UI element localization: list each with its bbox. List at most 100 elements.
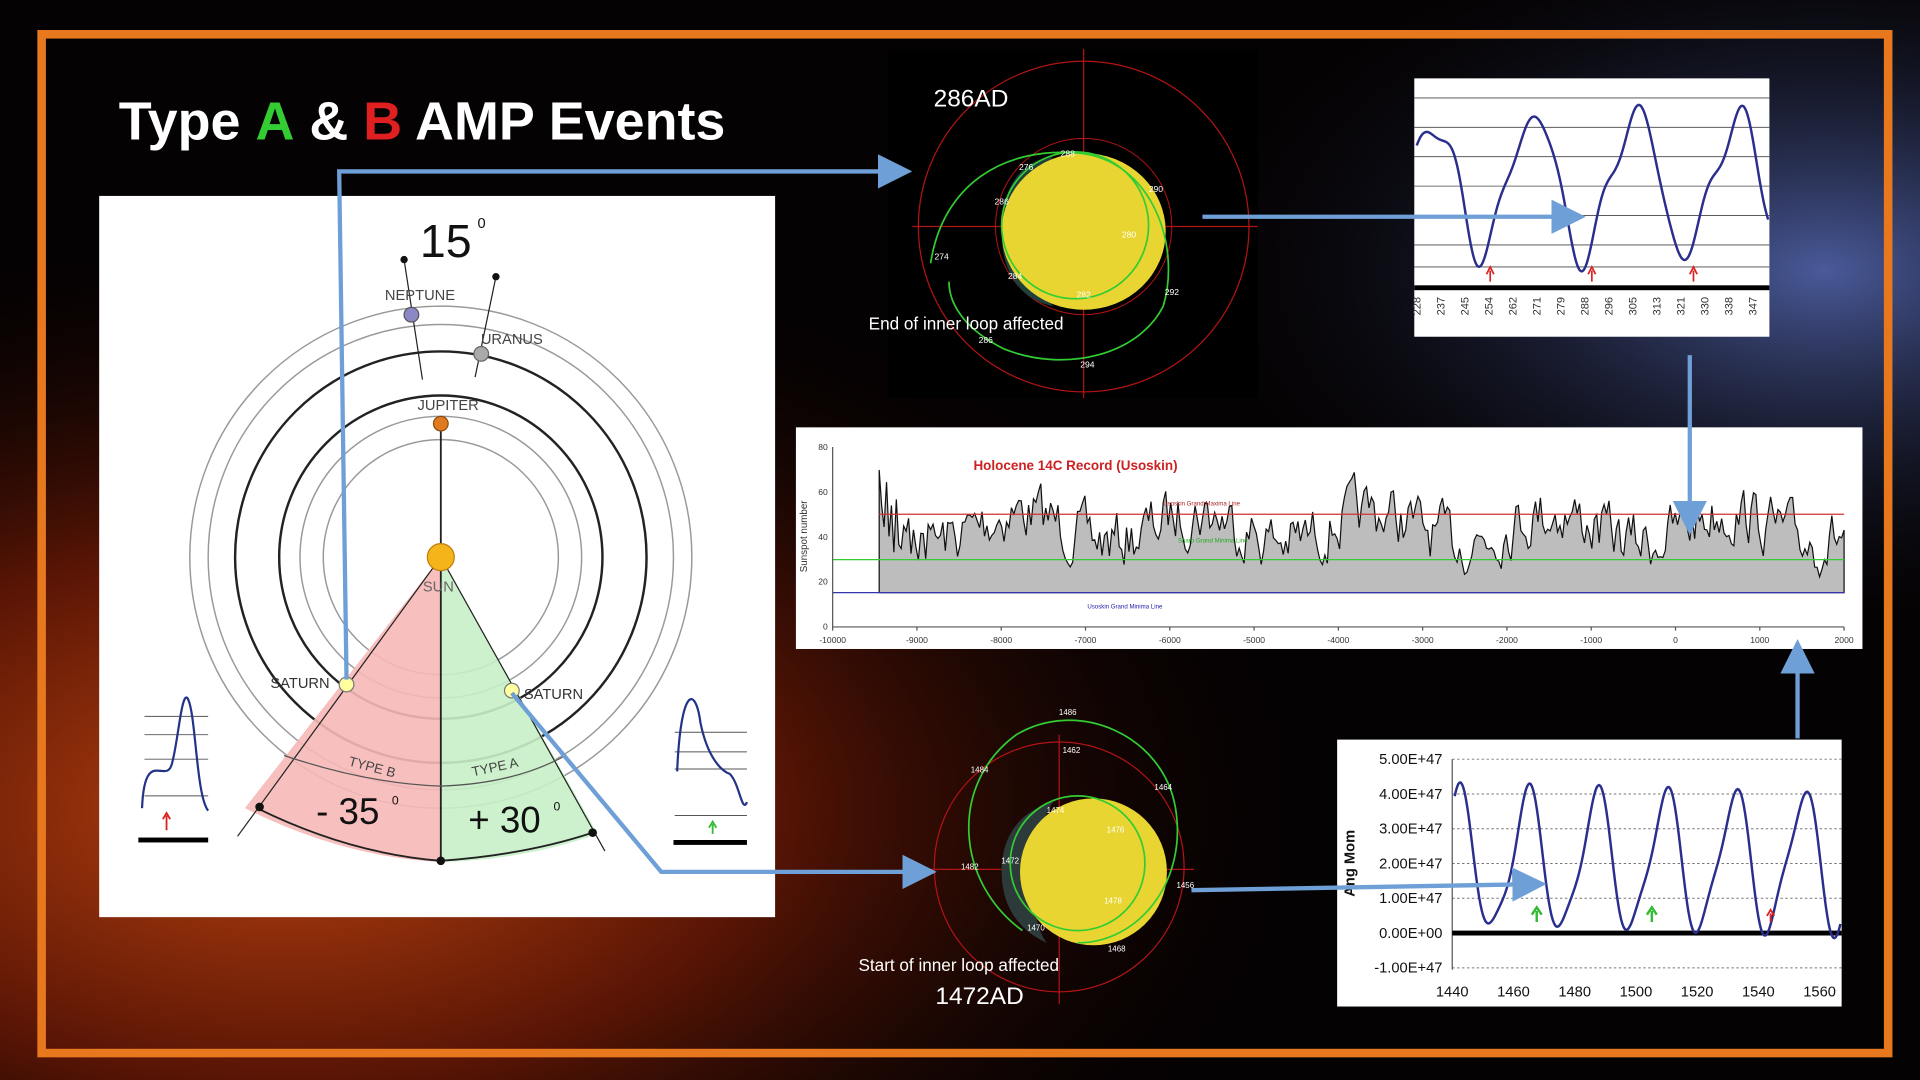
orbit-label: 1468 [1108,944,1126,953]
orbit-label: 1470 [1027,924,1045,933]
x-tick-label: 313 [1651,297,1663,315]
x-tick-label: -4000 [1327,635,1349,645]
decor-rect [1414,285,1770,291]
x-tick-label: 330 [1699,297,1711,315]
orbit-label: 1478 [1104,897,1122,906]
y-tick-label: 40 [818,532,828,542]
orbit-label: 292 [1165,287,1180,297]
orbit-label: 1464 [1154,783,1172,792]
degree-sign: 0 [478,216,486,232]
slide-title: Type A & B AMP Events [119,92,726,152]
orbit-label: 1482 [961,862,979,871]
decor-circle [426,543,455,572]
x-tick-label: 347 [1747,297,1759,315]
title-text: & [294,92,363,152]
planet-label: URANUS [481,332,543,348]
orbit-label: 280 [1122,230,1137,240]
orbit-label: 288 [1061,149,1076,159]
decor-path [1191,867,1547,902]
orbit-label: 1476 [1107,826,1125,835]
x-tick-label: 0 [1673,635,1678,645]
orbit-label: 1462 [1063,746,1081,755]
planet-label: SATURN [524,687,583,703]
x-tick-label: -7000 [1075,635,1097,645]
line-label: Sharp Grand Minima Line [1178,537,1248,544]
x-tick-label: -3000 [1412,635,1434,645]
angmom-chart: Ang Mom 5.00E+47 4.00E+47 3.00E+47 2.00E+47… [1337,739,1842,1007]
decor-circle [492,273,500,281]
orbit-label: 282 [1077,290,1092,300]
orbit-caption: End of inner loop affected [869,313,1064,333]
orbit-year: 286AD [934,86,1009,113]
orbit-label: 290 [1149,184,1164,194]
planet-label: NEPTUNE [385,288,455,304]
tick-labels: 5.00E+47 4.00E+47 3.00E+47 2.00E+47 1.00E+47… [1374,752,1836,1001]
x-tick-label: -9000 [906,635,928,645]
decor-circle [1009,795,1146,932]
orbit-year: 1472AD [935,983,1023,1010]
decor-path [1485,265,1698,282]
y-tick-label: 3.00E+47 [1379,822,1442,838]
chart-title: Holocene 14C Record (Usoskin) [973,458,1177,473]
x-tick-label: 1500 [1620,985,1653,1001]
x-tick-label: -5000 [1243,635,1265,645]
y-tick-label: 1.00E+47 [1379,891,1442,907]
decor-circle [473,345,490,362]
decor-circle [1000,150,1150,300]
decor-path [140,696,210,812]
decor-rect [1414,78,1770,337]
orbit-label: 286 [994,196,1009,206]
x-tick-label: 279 [1555,297,1567,315]
x-tick-label: 1440 [1436,985,1469,1001]
title-text: Type [119,92,256,152]
x-tick-label: 305 [1627,297,1639,315]
decor-path [1453,781,1842,940]
y-tick-label: 0 [823,621,828,631]
decor-path [1530,905,1658,923]
inset-wave [138,696,210,843]
decor-path [1415,103,1770,273]
decor-path [967,719,1179,944]
x-tick-label: 2000 [1835,635,1854,645]
decor-circle [588,828,597,837]
decor-circle [436,856,446,866]
decor-path [708,819,718,834]
y-tick-label: 20 [818,577,828,587]
orbit-plot-bottom: Start of inner loop affected 1472AD 1486… [858,708,1194,1010]
x-tick-label: 288 [1579,297,1591,315]
decor-path [1414,97,1770,268]
y-tick-label: 4.00E+47 [1379,787,1442,803]
planet-label: SATURN [270,676,329,692]
orbit-label: 1456 [1176,881,1194,890]
angle-label: 15 [420,215,472,267]
x-tick-label: 1520 [1681,985,1714,1001]
title-b: B [363,92,402,152]
x-tick-label: 245 [1459,297,1471,315]
decor-path [929,151,1170,361]
decor-path [337,154,913,680]
x-tick-label: 1560 [1803,985,1836,1001]
orbit-label: 276 [1019,162,1034,172]
x-tick-label: -10000 [819,635,846,645]
title-a: A [255,92,294,152]
type-a-wedge [440,557,598,863]
x-tick-label: 1480 [1558,985,1591,1001]
slide-border [37,29,1893,1058]
x-tick-label: 271 [1531,297,1543,315]
decor-rect [1452,930,1842,936]
x-tick-label: 338 [1723,297,1735,315]
decor-rect [673,840,747,845]
x-tick-label: -1000 [1580,635,1602,645]
orbit-label: 294 [1080,359,1095,369]
connector-arrows [337,154,1815,902]
orbit-diagram: 15 0 NEPTUNE URANUS JUPITER SUN SATURN S… [99,195,776,918]
decor-circle [432,415,449,432]
decor-ellipse [1001,153,1166,310]
decor-path [162,811,171,831]
type-b-wedge [244,557,441,863]
y-tick-label: 2.00E+47 [1379,856,1442,872]
orbit-labels: 288 276 286 280 274 284 282 292 290 294 286 [934,149,1179,370]
